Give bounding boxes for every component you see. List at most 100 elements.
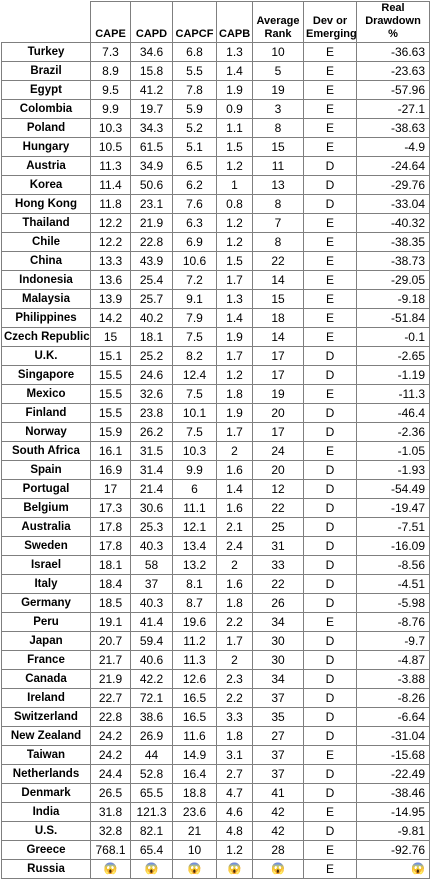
cell-average-rank: 34 [252, 669, 304, 689]
cell-capd: 40.6 [130, 650, 173, 670]
cell-average-rank: 28 [252, 840, 304, 860]
cell-capcf: 12.6 [172, 669, 217, 689]
cell-country: Netherlands [1, 764, 91, 784]
cell-cape: 13.9 [90, 289, 131, 309]
cell-capcf: 19.6 [172, 612, 217, 632]
cell-country: Germany [1, 593, 91, 613]
table-row: Singapore 15.5 24.6 12.4 1.2 17 D -1.19 [1, 365, 430, 385]
cell-real-drawdown: -40.32 [356, 213, 430, 233]
cell-capcf: 16.4 [172, 764, 217, 784]
cell-real-drawdown: -8.56 [356, 555, 430, 575]
cell-real-drawdown: -14.95 [356, 802, 430, 822]
cell-average-rank: 37 [252, 745, 304, 765]
cell-average-rank: 8 [252, 194, 304, 214]
cell-dev-or-emerging: D [303, 156, 357, 176]
table-row: Hungary 10.5 61.5 5.1 1.5 15 E -4.9 [1, 137, 430, 157]
table-row: China 13.3 43.9 10.6 1.5 22 E -38.73 [1, 251, 430, 271]
cell-capd: 41.4 [130, 612, 173, 632]
header-capcf: CAPCF [172, 1, 217, 43]
cell-capcf: 8.1 [172, 574, 217, 594]
cell-real-drawdown: -51.84 [356, 308, 430, 328]
cell-capcf: 8.7 [172, 593, 217, 613]
cell-capb: 4.8 [216, 821, 253, 841]
cell-capb: 1.5 [216, 137, 253, 157]
table-row: Austria 11.3 34.9 6.5 1.2 11 D -24.64 [1, 156, 430, 176]
cell-country: Belgium [1, 498, 91, 518]
table-body: Turkey 7.3 34.6 6.8 1.3 10 E -36.63 Brazil 8.9 15.… [1, 42, 430, 879]
cell-country: Norway [1, 422, 91, 442]
cell-average-rank: 31 [252, 536, 304, 556]
cell-country: India [1, 802, 91, 822]
cell-capb: 1.6 [216, 498, 253, 518]
cell-dev-or-emerging: E [303, 859, 357, 879]
cell-real-drawdown: -1.93 [356, 460, 430, 480]
cell-real-drawdown: -19.47 [356, 498, 430, 518]
table-row: Russia 😱 😱 😱 😱 😱 E 😱 [1, 859, 430, 879]
cell-cape: 8.9 [90, 61, 131, 81]
cell-cape: 14.2 [90, 308, 131, 328]
cell-average-rank: 14 [252, 270, 304, 290]
cell-real-drawdown: -29.05 [356, 270, 430, 290]
cell-average-rank: 30 [252, 650, 304, 670]
cell-capcf: 5.2 [172, 118, 217, 138]
cell-country: Egypt [1, 80, 91, 100]
cell-country: Peru [1, 612, 91, 632]
table-row: India 31.8 121.3 23.6 4.6 42 E -14.95 [1, 802, 430, 822]
cell-country: Brazil [1, 61, 91, 81]
cell-average-rank: 17 [252, 346, 304, 366]
cell-capb: 1.6 [216, 460, 253, 480]
cell-capd: 65.4 [130, 840, 173, 860]
cell-dev-or-emerging: E [303, 42, 357, 62]
cell-capb: 😱 [216, 859, 253, 879]
cell-capd: 40.3 [130, 593, 173, 613]
cell-cape: 10.5 [90, 137, 131, 157]
cell-capb: 1.8 [216, 593, 253, 613]
cell-real-drawdown: -6.64 [356, 707, 430, 727]
cell-real-drawdown: -11.3 [356, 384, 430, 404]
header-capd: CAPD [130, 1, 173, 43]
cell-capcf: 7.2 [172, 270, 217, 290]
cell-country: Canada [1, 669, 91, 689]
cell-capcf: 9.9 [172, 460, 217, 480]
cell-dev-or-emerging: D [303, 764, 357, 784]
cell-real-drawdown: -29.76 [356, 175, 430, 195]
cell-capd: 40.2 [130, 308, 173, 328]
cell-cape: 17.3 [90, 498, 131, 518]
cell-dev-or-emerging: E [303, 289, 357, 309]
cell-dev-or-emerging: D [303, 650, 357, 670]
table-row: Portugal 17 21.4 6 1.4 12 D -54.49 [1, 479, 430, 499]
cell-real-drawdown: -38.46 [356, 783, 430, 803]
cell-real-drawdown: -8.76 [356, 612, 430, 632]
cell-dev-or-emerging: D [303, 403, 357, 423]
cell-capd: 31.4 [130, 460, 173, 480]
cell-capb: 1.2 [216, 213, 253, 233]
cell-real-drawdown: -16.09 [356, 536, 430, 556]
cell-capcf: 5.5 [172, 61, 217, 81]
table-row: Switzerland 22.8 38.6 16.5 3.3 35 D -6.64 [1, 707, 430, 727]
cell-average-rank: 11 [252, 156, 304, 176]
cell-real-drawdown: -24.64 [356, 156, 430, 176]
cell-real-drawdown: -2.65 [356, 346, 430, 366]
cell-cape: 10.3 [90, 118, 131, 138]
cell-average-rank: 41 [252, 783, 304, 803]
cell-country: Colombia [1, 99, 91, 119]
cell-real-drawdown: -1.05 [356, 441, 430, 461]
cell-cape: 22.8 [90, 707, 131, 727]
cell-capd: 23.8 [130, 403, 173, 423]
cell-capd: 65.5 [130, 783, 173, 803]
cell-capd: 21.4 [130, 479, 173, 499]
cell-dev-or-emerging: D [303, 593, 357, 613]
cell-capb: 2 [216, 555, 253, 575]
cell-capd: 26.9 [130, 726, 173, 746]
cell-country: Greece [1, 840, 91, 860]
cell-country: Malaysia [1, 289, 91, 309]
cell-capb: 1.1 [216, 118, 253, 138]
cell-average-rank: 14 [252, 327, 304, 347]
cell-cape: 17 [90, 479, 131, 499]
cell-capb: 2.7 [216, 764, 253, 784]
cell-cape: 7.3 [90, 42, 131, 62]
cell-average-rank: 37 [252, 764, 304, 784]
cell-capcf: 12.4 [172, 365, 217, 385]
cell-average-rank: 20 [252, 403, 304, 423]
